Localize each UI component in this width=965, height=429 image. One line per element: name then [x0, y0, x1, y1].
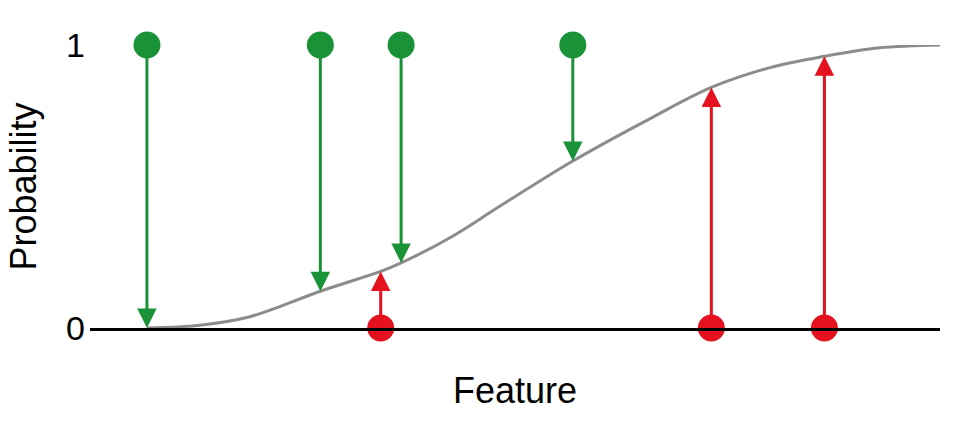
svg-text:0: 0	[66, 309, 85, 347]
svg-text:Probability: Probability	[3, 102, 44, 270]
svg-text:Feature: Feature	[453, 370, 577, 411]
svg-text:1: 1	[66, 26, 85, 64]
